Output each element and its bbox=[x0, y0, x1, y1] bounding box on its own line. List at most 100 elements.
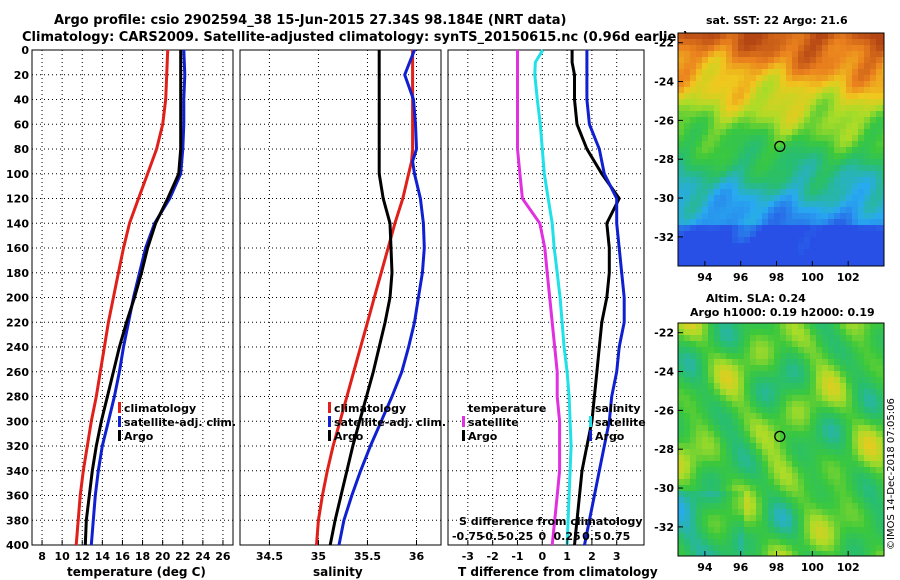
map-cell bbox=[804, 515, 810, 521]
map-cell bbox=[750, 509, 756, 515]
x-tick-label: -2 bbox=[487, 550, 499, 563]
map-cell bbox=[738, 159, 744, 165]
map-cell bbox=[834, 359, 840, 365]
map-cell bbox=[792, 515, 798, 521]
map-cell bbox=[750, 461, 756, 467]
map-cell bbox=[816, 105, 822, 111]
map-y-tick-label: -26 bbox=[654, 404, 674, 417]
map-cell bbox=[810, 365, 816, 371]
map-cell bbox=[762, 353, 768, 359]
map-cell bbox=[840, 207, 846, 213]
map-cell bbox=[864, 455, 870, 461]
map-cell bbox=[762, 159, 768, 165]
map-cell bbox=[840, 93, 846, 99]
map-cell bbox=[792, 527, 798, 533]
map-cell bbox=[870, 341, 876, 347]
map-cell bbox=[822, 353, 828, 359]
map-cell bbox=[816, 545, 822, 551]
map-cell bbox=[720, 201, 726, 207]
map-cell bbox=[834, 431, 840, 437]
map-cell bbox=[822, 431, 828, 437]
map-cell bbox=[750, 135, 756, 141]
map-cell bbox=[690, 449, 696, 455]
map-cell bbox=[714, 75, 720, 81]
map-cell bbox=[762, 165, 768, 171]
map-cell bbox=[738, 353, 744, 359]
map-cell bbox=[726, 503, 732, 509]
map-cell bbox=[720, 51, 726, 57]
map-cell bbox=[702, 213, 708, 219]
map-cell bbox=[732, 57, 738, 63]
map-cell bbox=[756, 335, 762, 341]
y-tick-label: 20 bbox=[14, 69, 30, 82]
map-cell bbox=[678, 75, 684, 81]
map-cell bbox=[852, 395, 858, 401]
map-cell bbox=[858, 123, 864, 129]
temperature-legend-satellite: satellite-adj. clim. bbox=[124, 416, 236, 429]
map-cell bbox=[882, 39, 884, 45]
map-cell bbox=[852, 33, 858, 39]
map-cell bbox=[756, 129, 762, 135]
map-cell bbox=[792, 389, 798, 395]
y-tick-label: 300 bbox=[6, 415, 29, 428]
map-cell bbox=[816, 449, 822, 455]
map-cell bbox=[720, 99, 726, 105]
map-cell bbox=[762, 45, 768, 51]
map-cell bbox=[810, 63, 816, 69]
map-cell bbox=[768, 497, 774, 503]
map-cell bbox=[678, 395, 684, 401]
map-cell bbox=[696, 539, 702, 545]
map-cell bbox=[780, 335, 786, 341]
map-cell bbox=[684, 237, 690, 243]
map-cell bbox=[810, 509, 816, 515]
map-cell bbox=[684, 431, 690, 437]
map-cell bbox=[792, 93, 798, 99]
map-cell bbox=[816, 437, 822, 443]
map-cell bbox=[744, 219, 750, 225]
map-cell bbox=[708, 407, 714, 413]
map-cell bbox=[804, 545, 810, 551]
map-cell bbox=[870, 69, 876, 75]
map-cell bbox=[786, 545, 792, 551]
map-cell bbox=[780, 117, 786, 123]
map-cell bbox=[720, 443, 726, 449]
map-cell bbox=[678, 503, 684, 509]
map-cell bbox=[792, 431, 798, 437]
map-cell bbox=[684, 57, 690, 63]
map-cell bbox=[840, 467, 846, 473]
map-cell bbox=[846, 515, 852, 521]
map-cell bbox=[798, 347, 804, 353]
map-cell bbox=[738, 377, 744, 383]
map-cell bbox=[882, 467, 884, 473]
map-cell bbox=[750, 261, 756, 266]
map-cell bbox=[798, 437, 804, 443]
map-cell bbox=[852, 371, 858, 377]
map-cell bbox=[678, 491, 684, 497]
map-cell bbox=[864, 539, 870, 545]
map-cell bbox=[840, 87, 846, 93]
map-cell bbox=[684, 485, 690, 491]
map-cell bbox=[684, 195, 690, 201]
map-cell bbox=[858, 261, 864, 266]
map-cell bbox=[678, 461, 684, 467]
map-cell bbox=[876, 503, 882, 509]
map-cell bbox=[822, 201, 828, 207]
series-line-temperature-argo bbox=[570, 50, 621, 546]
map-cell bbox=[858, 99, 864, 105]
map-cell bbox=[852, 461, 858, 467]
map-cell bbox=[786, 213, 792, 219]
map-cell bbox=[792, 449, 798, 455]
map-cell bbox=[840, 353, 846, 359]
map-cell bbox=[768, 93, 774, 99]
map-cell bbox=[870, 141, 876, 147]
map-cell bbox=[846, 81, 852, 87]
map-cell bbox=[864, 243, 870, 249]
map-cell bbox=[708, 123, 714, 129]
map-cell bbox=[720, 129, 726, 135]
map-cell bbox=[774, 57, 780, 63]
map-cell bbox=[834, 123, 840, 129]
map-cell bbox=[750, 323, 756, 329]
map-cell bbox=[864, 419, 870, 425]
map-cell bbox=[774, 461, 780, 467]
map-cell bbox=[774, 539, 780, 545]
